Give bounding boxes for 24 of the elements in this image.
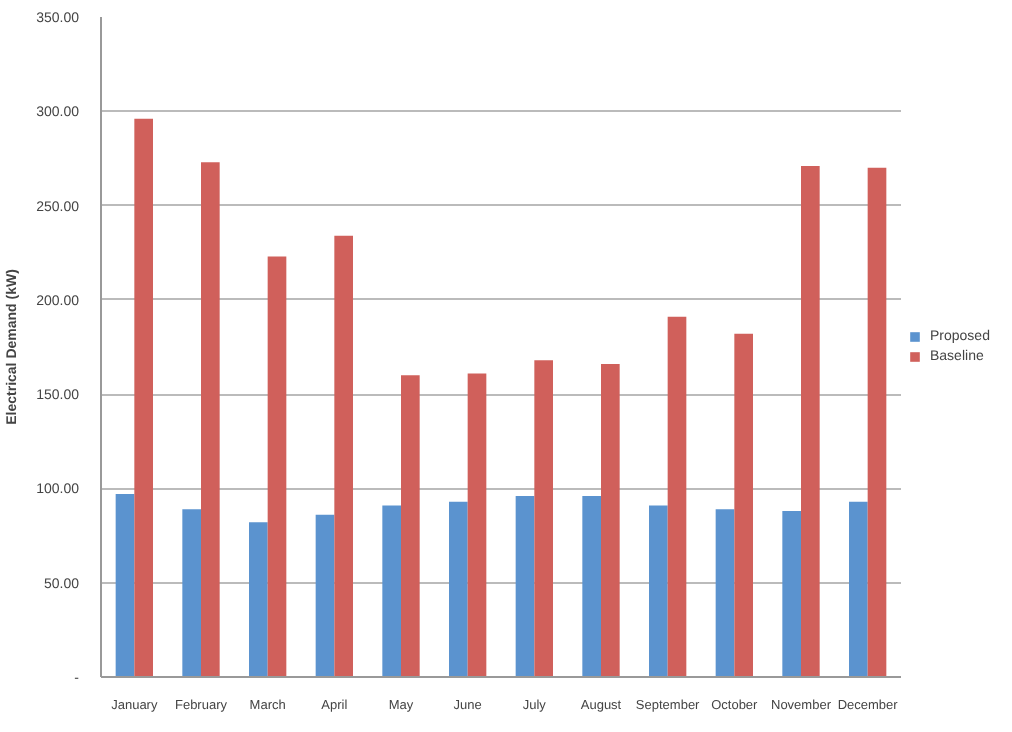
- bar: [801, 165, 820, 677]
- bar: [182, 509, 201, 677]
- bar: [582, 495, 601, 677]
- bar: [515, 495, 535, 677]
- bar: [401, 375, 420, 677]
- bar: [115, 494, 135, 677]
- bar: [249, 522, 268, 677]
- bar: [782, 511, 801, 677]
- bar: [734, 333, 753, 677]
- bar: [467, 373, 487, 677]
- bar: [382, 505, 401, 677]
- bar: [449, 501, 468, 677]
- bar: [267, 256, 287, 677]
- bar: [315, 514, 335, 677]
- bar: [849, 501, 868, 677]
- bar: [534, 360, 553, 677]
- bar: [334, 235, 353, 677]
- bar: [134, 118, 153, 677]
- bar: [715, 509, 735, 677]
- bar: [649, 505, 668, 677]
- bar: [201, 162, 220, 677]
- bar: [667, 316, 687, 677]
- bar: [867, 167, 887, 677]
- bar: [601, 363, 620, 677]
